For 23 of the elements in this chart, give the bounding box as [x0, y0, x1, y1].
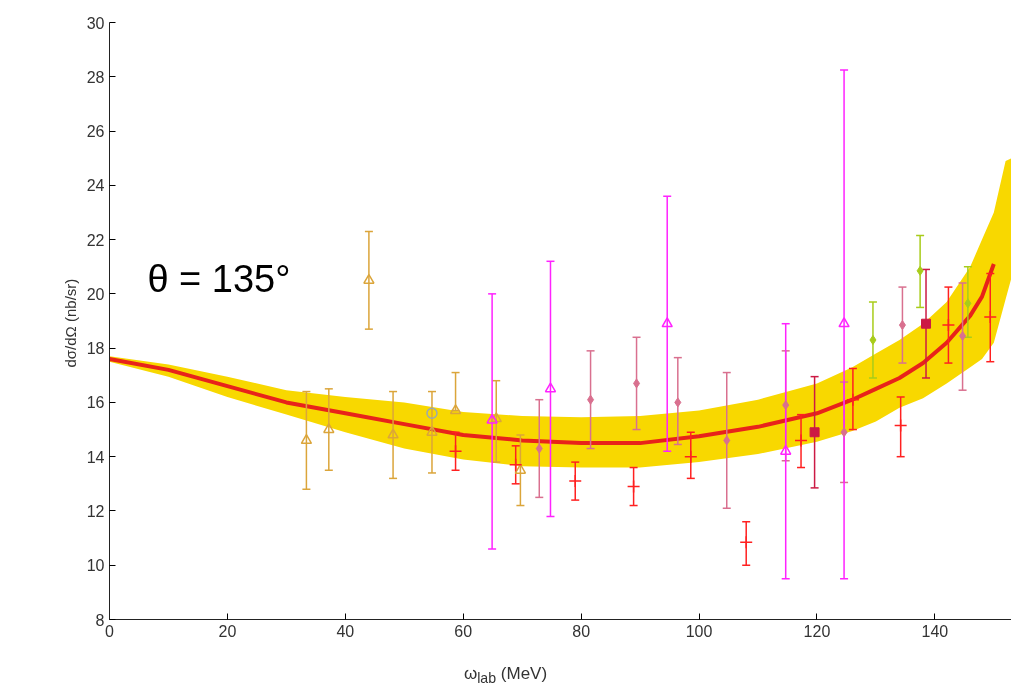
y-tick-label: 18 [86, 340, 105, 358]
y-tick-label: 8 [95, 611, 105, 629]
x-axis-title: ω$_{lab}$ (MeV) [463, 663, 548, 689]
y-tick-label: 30 [86, 14, 105, 32]
y-tick-label: 24 [86, 177, 105, 195]
annotation: θ = 135° [147, 258, 291, 301]
x-tick-label: 80 [572, 622, 591, 640]
x-tick-label: 100 [685, 622, 713, 640]
y-tick-label: 14 [86, 448, 105, 466]
y-tick-label: 10 [86, 557, 105, 575]
y-tick-label: 28 [86, 68, 105, 86]
x-tick-label: 120 [803, 622, 831, 640]
x-tick-label: 40 [336, 622, 355, 640]
x-tick-label: 20 [218, 622, 237, 640]
y-tick-label: 22 [86, 231, 105, 249]
y-tick-label: 26 [86, 123, 105, 141]
y-tick-label: 20 [86, 285, 105, 303]
x-tick-label: 140 [921, 622, 949, 640]
y-tick-label: 16 [86, 394, 105, 412]
y-axis-title: dσ/dΩ (nb/sr) [61, 278, 79, 368]
x-tick-label: 60 [454, 622, 473, 640]
x-tick-label: 0 [105, 622, 115, 640]
y-tick-label: 12 [86, 502, 105, 520]
